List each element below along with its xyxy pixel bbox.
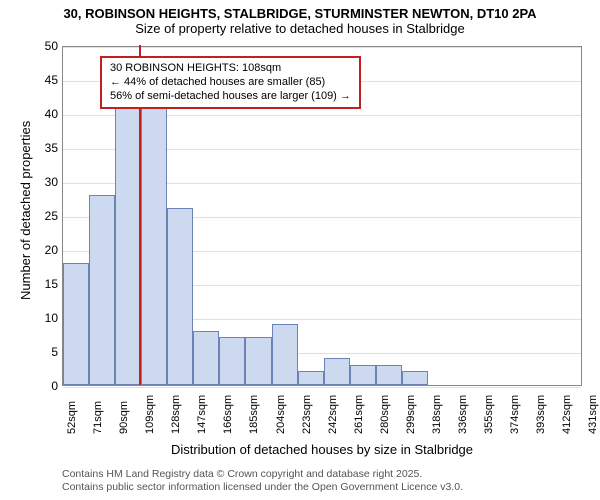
chart-title: 30, ROBINSON HEIGHTS, STALBRIDGE, STURMI… — [0, 6, 600, 21]
y-tick-label: 15 — [28, 277, 58, 291]
y-tick-label: 0 — [28, 379, 58, 393]
x-tick-label: 431sqm — [587, 395, 599, 434]
y-tick-label: 35 — [28, 141, 58, 155]
bar — [272, 324, 298, 385]
y-tick-label: 20 — [28, 243, 58, 257]
x-axis-title: Distribution of detached houses by size … — [62, 442, 582, 457]
x-tick-label: 261sqm — [353, 395, 365, 434]
bar — [89, 195, 115, 385]
y-tick-label: 40 — [28, 107, 58, 121]
footer-text: Contains HM Land Registry data © Crown c… — [62, 468, 463, 494]
bar — [63, 263, 89, 385]
x-tick-label: 242sqm — [327, 395, 339, 434]
y-tick-label: 45 — [28, 73, 58, 87]
bar — [324, 358, 350, 385]
bar — [245, 337, 271, 385]
y-tick-label: 5 — [28, 345, 58, 359]
x-tick-label: 185sqm — [248, 395, 260, 434]
annotation-line-1: 30 ROBINSON HEIGHTS: 108sqm — [110, 62, 351, 76]
bar — [193, 331, 219, 385]
x-tick-label: 299sqm — [405, 395, 417, 434]
x-tick-label: 166sqm — [222, 395, 234, 434]
chart-subtitle: Size of property relative to detached ho… — [0, 21, 600, 36]
x-tick-label: 90sqm — [118, 401, 130, 434]
y-tick-label: 10 — [28, 311, 58, 325]
bar — [141, 99, 167, 385]
x-tick-label: 71sqm — [92, 401, 104, 434]
y-tick-label: 25 — [28, 209, 58, 223]
x-tick-label: 147sqm — [196, 395, 208, 434]
x-tick-label: 204sqm — [275, 395, 287, 434]
x-tick-label: 336sqm — [457, 395, 469, 434]
x-tick-label: 128sqm — [170, 395, 182, 434]
bar — [350, 365, 376, 385]
bar — [298, 371, 324, 385]
x-tick-label: 223sqm — [301, 395, 313, 434]
x-tick-label: 355sqm — [483, 395, 495, 434]
annotation-line-2: ← 44% of detached houses are smaller (85… — [110, 76, 351, 90]
bar — [376, 365, 402, 385]
chart-container: { "title": "30, ROBINSON HEIGHTS, STALBR… — [0, 0, 600, 500]
gridline — [63, 387, 581, 388]
bar — [402, 371, 428, 385]
footer-line-2: Contains public sector information licen… — [62, 481, 463, 494]
y-tick-label: 30 — [28, 175, 58, 189]
x-tick-label: 109sqm — [144, 395, 156, 434]
x-tick-label: 318sqm — [431, 395, 443, 434]
x-tick-label: 52sqm — [66, 401, 78, 434]
x-tick-label: 374sqm — [509, 395, 521, 434]
bar — [115, 106, 141, 385]
bar — [219, 337, 245, 385]
x-tick-label: 412sqm — [561, 395, 573, 434]
annotation-box: 30 ROBINSON HEIGHTS: 108sqm ← 44% of det… — [100, 56, 361, 109]
annotation-line-3: 56% of semi-detached houses are larger (… — [110, 90, 351, 104]
bar — [167, 208, 193, 385]
x-tick-label: 280sqm — [379, 395, 391, 434]
title-block: 30, ROBINSON HEIGHTS, STALBRIDGE, STURMI… — [0, 0, 600, 36]
footer-line-1: Contains HM Land Registry data © Crown c… — [62, 468, 463, 481]
x-tick-label: 393sqm — [535, 395, 547, 434]
y-tick-label: 50 — [28, 39, 58, 53]
